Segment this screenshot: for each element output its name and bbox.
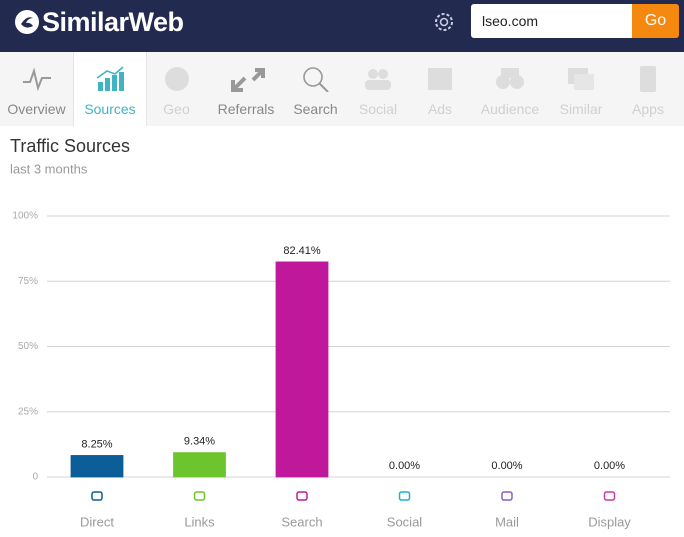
nav-tab[interactable]: Social [346,52,410,126]
bar [173,452,226,478]
y-tick-label: 75% [18,276,38,287]
tab-label: Social [358,101,398,117]
tab-icon [568,68,594,90]
tab-icon [640,66,656,92]
logo[interactable]: SimilarWeb [42,7,184,37]
x-tick-label: Social [387,514,423,529]
nav-tab[interactable]: Apps [612,52,684,126]
chart-subtitle: last 3 months [10,161,88,176]
search-input[interactable]: lseo.com [471,4,632,38]
tab-icon [365,69,391,90]
value-label: 0.00% [594,460,625,472]
tab-label: Referrals [217,101,275,117]
settings-icon[interactable] [432,10,456,34]
tab-icon [164,67,189,91]
x-tick-label: Mail [495,514,519,529]
nav-bar: Overview Sources Geo Referrals Search So… [0,52,684,126]
tab-icon [96,66,124,91]
tab-label: Search [293,101,338,117]
go-button[interactable]: Go [632,4,679,38]
tab-label: Overview [7,101,66,117]
bar [275,261,329,478]
nav-tab[interactable]: Ads [410,52,470,126]
tab-label: Similar [559,101,603,117]
x-tick-label: Display [588,514,631,529]
tab-label: Apps [632,101,664,117]
value-label: 0.00% [491,460,522,472]
nav-tab[interactable]: Referrals [207,52,285,126]
y-tick-label: 50% [18,341,38,352]
y-tick-label: 0 [32,472,38,483]
nav-tab[interactable]: Audience [470,52,550,126]
category-icon [193,491,206,501]
tab-icon [428,68,452,90]
value-label: 8.25% [81,438,112,450]
nav-tab[interactable]: Sources [73,52,147,126]
tab-label: Sources [84,101,136,117]
x-tick-label: Links [184,514,215,529]
value-label: 82.41% [283,245,321,257]
chart-title: Traffic Sources [10,136,130,156]
tab-label: Ads [427,101,453,117]
value-label: 0.00% [389,460,420,472]
nav-tab[interactable]: Search [285,52,346,126]
nav-tab[interactable]: Geo [146,52,207,126]
category-icon [603,491,616,501]
y-tick-label: 100% [12,211,38,222]
bar [70,455,124,478]
tab-icon [496,68,524,89]
nav-tab[interactable]: Overview [0,52,73,126]
chart: Traffic Sources last 3 months 0 25% 50% 75%… [10,136,670,529]
nav-tab[interactable]: Similar [550,52,612,126]
tab-label: Geo [163,101,190,117]
category-icon [398,491,411,501]
header: SimilarWeb lseo.com Go [0,0,684,52]
category-icon [91,491,103,501]
x-tick-label: Direct [80,514,114,529]
x-tick-label: Search [281,514,322,529]
category-icon [296,491,308,501]
value-label: 9.34% [184,436,215,448]
logo-icon [15,10,39,34]
tab-icon [22,67,51,92]
y-tick-label: 25% [18,406,38,417]
category-icon [501,491,513,501]
tab-icon [302,67,329,92]
tab-label: Audience [480,101,540,117]
tab-icon [231,68,265,92]
